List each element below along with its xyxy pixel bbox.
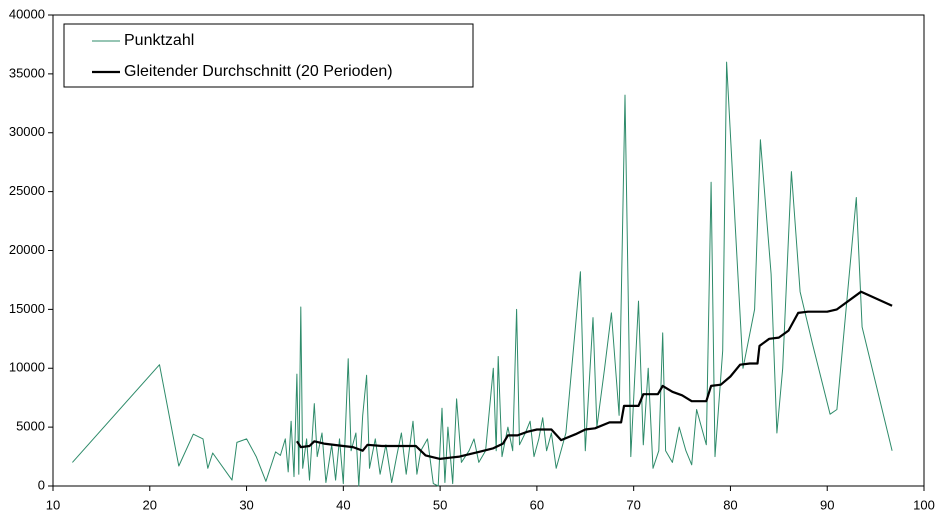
y-tick-label: 10000 [9,360,45,375]
y-tick-label: 15000 [9,301,45,316]
x-tick-label: 20 [143,497,157,512]
y-tick-label: 25000 [9,183,45,198]
x-tick-label: 30 [239,497,253,512]
legend-box [63,23,474,88]
legend: Punktzahl Gleitender Durchschnitt (20 Per… [63,23,474,88]
x-tick-label: 80 [723,497,737,512]
legend-label: Punktzahl [124,32,194,49]
x-tick-label: 10 [46,497,60,512]
y-tick-label: 35000 [9,65,45,80]
x-tick-label: 70 [626,497,640,512]
y-tick-label: 0 [38,477,45,492]
x-tick-label: 40 [336,497,350,512]
x-tick-label: 50 [433,497,447,512]
legend-label: Gleitender Durchschnitt (20 Perioden) [124,63,393,80]
x-tick-label: 60 [530,497,544,512]
series-line [72,61,893,487]
y-tick-label: 30000 [9,124,45,139]
x-tick-label: 90 [820,497,834,512]
y-tick-label: 5000 [16,419,45,434]
y-tick-label: 20000 [9,242,45,257]
series-line [295,290,893,460]
y-tick-label: 40000 [9,6,45,21]
x-tick-label: 100 [913,497,935,512]
